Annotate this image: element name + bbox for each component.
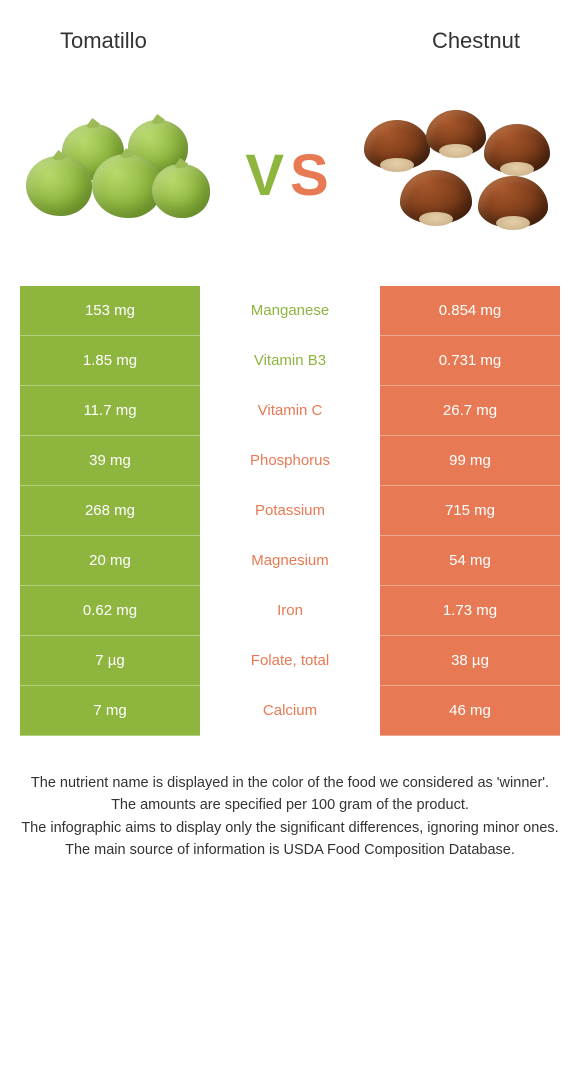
vs-letter-s: S [290, 143, 335, 208]
nutrient-table: 153 mgManganese0.854 mg1.85 mgVitamin B3… [20, 286, 560, 736]
nutrient-name: Vitamin B3 [200, 336, 380, 386]
table-row: 153 mgManganese0.854 mg [20, 286, 560, 336]
right-value: 38 µg [380, 636, 560, 686]
nutrient-name: Manganese [200, 286, 380, 336]
table-row: 11.7 mgVitamin C26.7 mg [20, 386, 560, 436]
header: Tomatillo Chestnut [0, 0, 580, 66]
vs-row: VS [0, 66, 580, 276]
right-value: 0.731 mg [380, 336, 560, 386]
table-row: 20 mgMagnesium54 mg [20, 536, 560, 586]
right-value: 46 mg [380, 686, 560, 736]
table-row: 268 mgPotassium715 mg [20, 486, 560, 536]
nutrient-name: Magnesium [200, 536, 380, 586]
right-value: 0.854 mg [380, 286, 560, 336]
vs-badge: VS [245, 147, 334, 205]
left-value: 7 µg [20, 636, 200, 686]
left-value: 39 mg [20, 436, 200, 486]
nutrient-name: Calcium [200, 686, 380, 736]
left-value: 268 mg [20, 486, 200, 536]
right-value: 54 mg [380, 536, 560, 586]
footer-line: The infographic aims to display only the… [18, 817, 562, 839]
right-value: 1.73 mg [380, 586, 560, 636]
left-value: 0.62 mg [20, 586, 200, 636]
right-food-image [360, 106, 560, 246]
right-value: 26.7 mg [380, 386, 560, 436]
table-row: 1.85 mgVitamin B30.731 mg [20, 336, 560, 386]
nutrient-name: Iron [200, 586, 380, 636]
left-value: 20 mg [20, 536, 200, 586]
chestnut-illustration [360, 106, 560, 246]
left-value: 1.85 mg [20, 336, 200, 386]
right-food-title: Chestnut [432, 28, 520, 54]
table-row: 7 mgCalcium46 mg [20, 686, 560, 736]
footer-line: The main source of information is USDA F… [18, 839, 562, 861]
left-value: 11.7 mg [20, 386, 200, 436]
footer-notes: The nutrient name is displayed in the co… [0, 736, 580, 862]
table-row: 7 µgFolate, total38 µg [20, 636, 560, 686]
right-value: 715 mg [380, 486, 560, 536]
nutrient-name: Potassium [200, 486, 380, 536]
left-value: 7 mg [20, 686, 200, 736]
tomatillo-illustration [20, 106, 220, 246]
footer-line: The amounts are specified per 100 gram o… [18, 794, 562, 816]
right-value: 99 mg [380, 436, 560, 486]
vs-letter-v: V [245, 143, 290, 208]
nutrient-name: Phosphorus [200, 436, 380, 486]
nutrient-name: Folate, total [200, 636, 380, 686]
left-food-title: Tomatillo [60, 28, 147, 54]
table-row: 39 mgPhosphorus99 mg [20, 436, 560, 486]
table-row: 0.62 mgIron1.73 mg [20, 586, 560, 636]
footer-line: The nutrient name is displayed in the co… [18, 772, 562, 794]
left-value: 153 mg [20, 286, 200, 336]
nutrient-name: Vitamin C [200, 386, 380, 436]
left-food-image [20, 106, 220, 246]
